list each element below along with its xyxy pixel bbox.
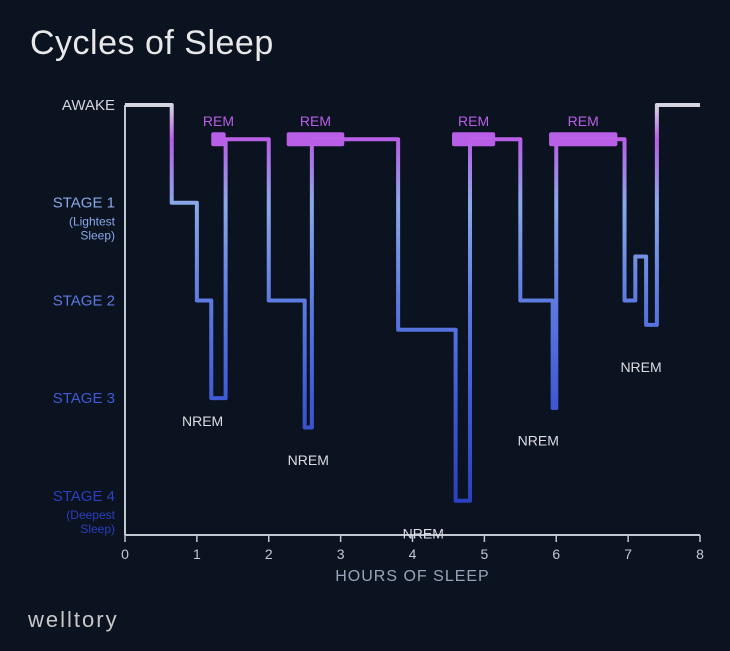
sleep-cycles-chart: 0 1 2 3 4 5 6 7 8 HOURS OF SLEEP AWAKE STAGE 1 (Ligh… [30,80,710,590]
y-level-label: STAGE 1 [53,195,115,212]
y-level-sublabel: Sleep) [80,522,115,536]
rem-bar [211,132,225,146]
rem-label: REM [568,113,599,129]
x-tick-label: 0 [121,546,129,562]
page: Cycles of Sleep 0 1 2 3 4 5 6 7 8 HOURS OF SLEEP A… [0,0,730,651]
nrem-label: NREM [182,413,223,429]
x-tick-label: 2 [265,546,273,562]
nrem-label: NREM [518,433,559,449]
y-level-sublabel: (Deepest [66,508,115,522]
x-tick-label: 8 [696,546,704,562]
x-tick-label: 4 [409,546,417,562]
nrem-label: NREM [288,452,329,468]
x-tick-label: 7 [624,546,632,562]
x-axis-label: HOURS OF SLEEP [335,568,489,585]
nrem-label: NREM [403,525,444,541]
y-level-label: STAGE 2 [53,292,115,309]
y-level-sublabel: (Lightest [69,215,116,229]
x-tick-label: 5 [480,546,488,562]
y-level-label: STAGE 3 [53,390,115,407]
rem-label: REM [203,113,234,129]
x-tick-label: 1 [193,546,201,562]
rem-label: REM [458,113,489,129]
y-level-sublabel: Sleep) [80,229,115,243]
page-title: Cycles of Sleep [30,24,274,63]
y-level-label: STAGE 4 [53,488,115,505]
x-tick-label: 6 [552,546,560,562]
sleep-step-line [125,105,700,501]
brand-logo: welltory [28,607,119,633]
x-tick-label: 3 [337,546,345,562]
nrem-label: NREM [620,359,661,375]
rem-label: REM [300,113,331,129]
y-level-label: AWAKE [62,97,115,114]
